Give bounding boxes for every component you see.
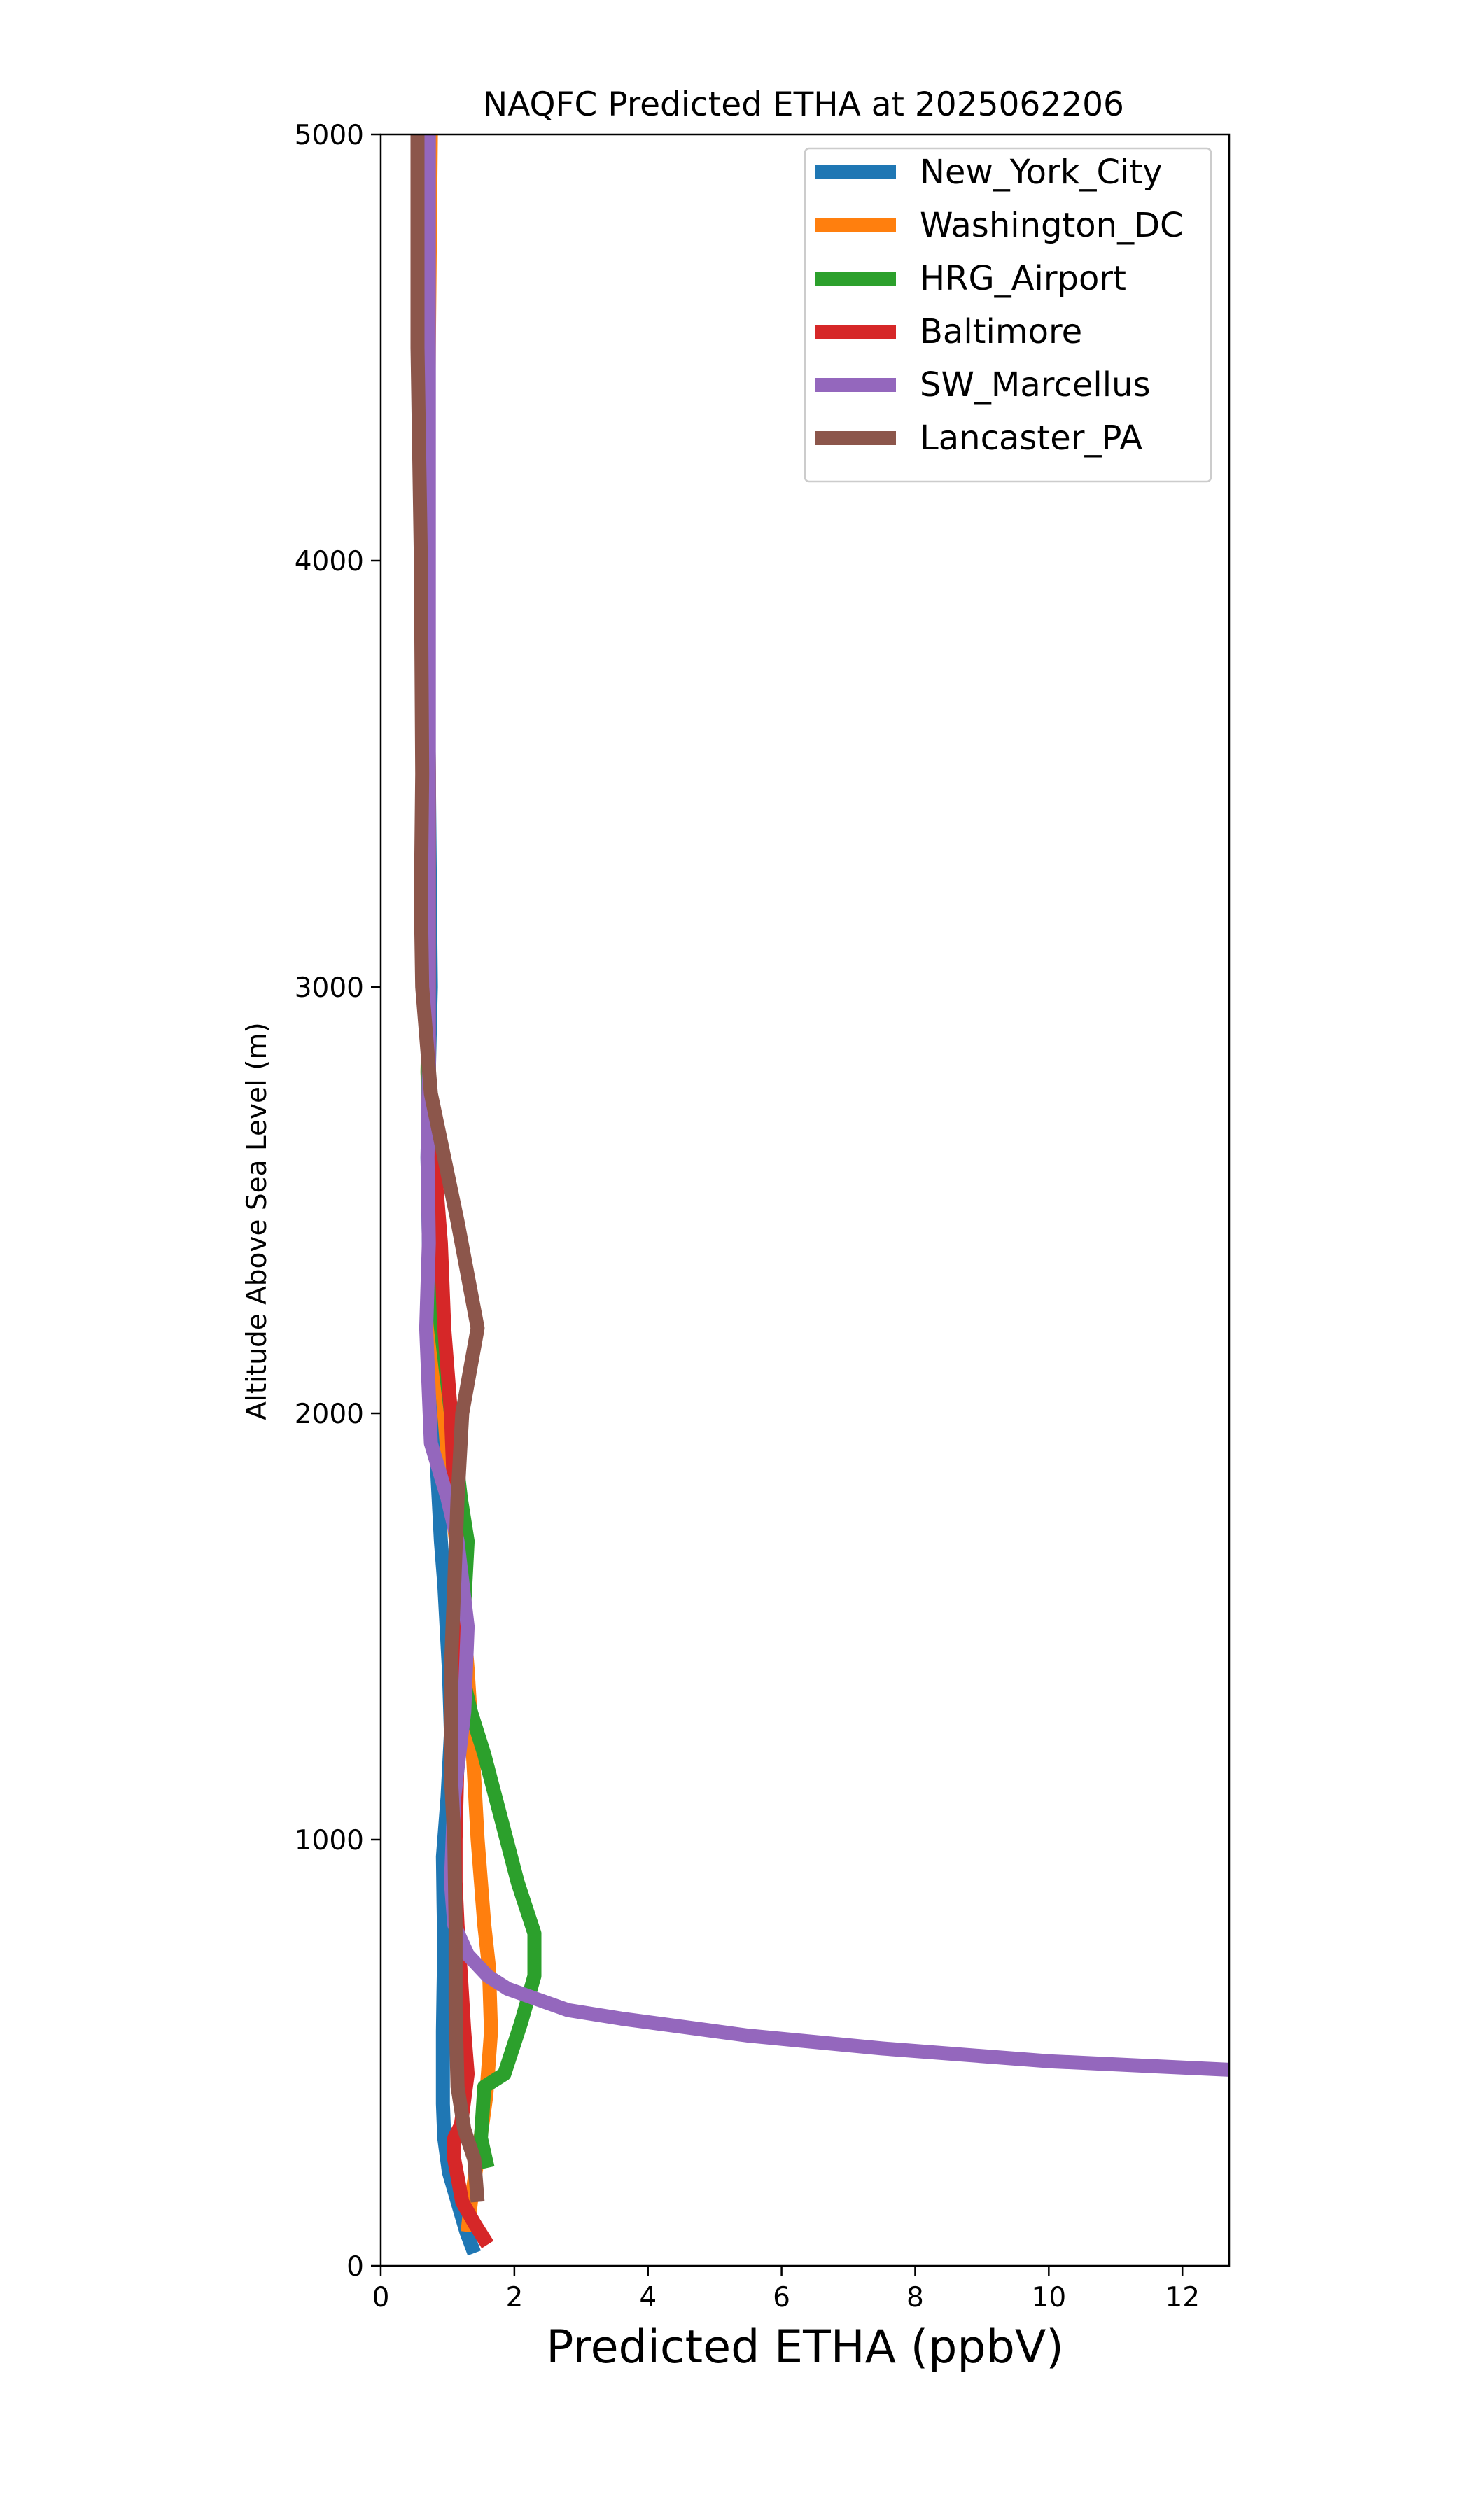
legend-label: Baltimore	[920, 312, 1082, 351]
legend-label: New_York_City	[920, 153, 1163, 192]
legend-label: HRG_Airport	[920, 259, 1126, 298]
plot-frame	[379, 133, 1231, 2267]
y-axis-label: Altitude Above Sea Level (m)	[241, 1022, 273, 1420]
y-tick-label: 2000	[295, 1399, 364, 1430]
series-layer	[410, 134, 1229, 2256]
y-tick-label: 0	[346, 2251, 364, 2283]
y-tick-label: 3000	[295, 972, 364, 1004]
series-line-lancaster-pa	[410, 134, 485, 2203]
y-tick-label: 5000	[295, 120, 364, 151]
y-tick-label: 4000	[295, 546, 364, 578]
legend: New_York_City Washington_DC HRG_Airport Bal…	[804, 147, 1212, 483]
x-tick-label: 6	[773, 2282, 790, 2314]
legend-box	[804, 147, 1212, 483]
y-tick-label: 1000	[295, 1825, 364, 1856]
x-tick-label: 10	[1032, 2282, 1067, 2314]
legend-label: Lancaster_PA	[920, 419, 1142, 458]
x-tick-label: 0	[372, 2282, 390, 2314]
axes-layer: 0 2 4 6 8 10 12 0 1000 2000 3000 4000 5000	[295, 120, 1200, 2314]
x-tick-label: 2	[505, 2282, 523, 2314]
legend-label: SW_Marcellus	[920, 365, 1150, 405]
x-tick-label: 12	[1165, 2282, 1200, 2314]
chart-title: NAQFC Predicted ETHA at 2025062206	[483, 85, 1124, 124]
x-tick-label: 4	[639, 2282, 657, 2314]
x-axis-label: Predicted ETHA (ppbV)	[546, 2321, 1064, 2374]
legend-label: Washington_DC	[920, 206, 1184, 245]
x-tick-label: 8	[906, 2282, 924, 2314]
